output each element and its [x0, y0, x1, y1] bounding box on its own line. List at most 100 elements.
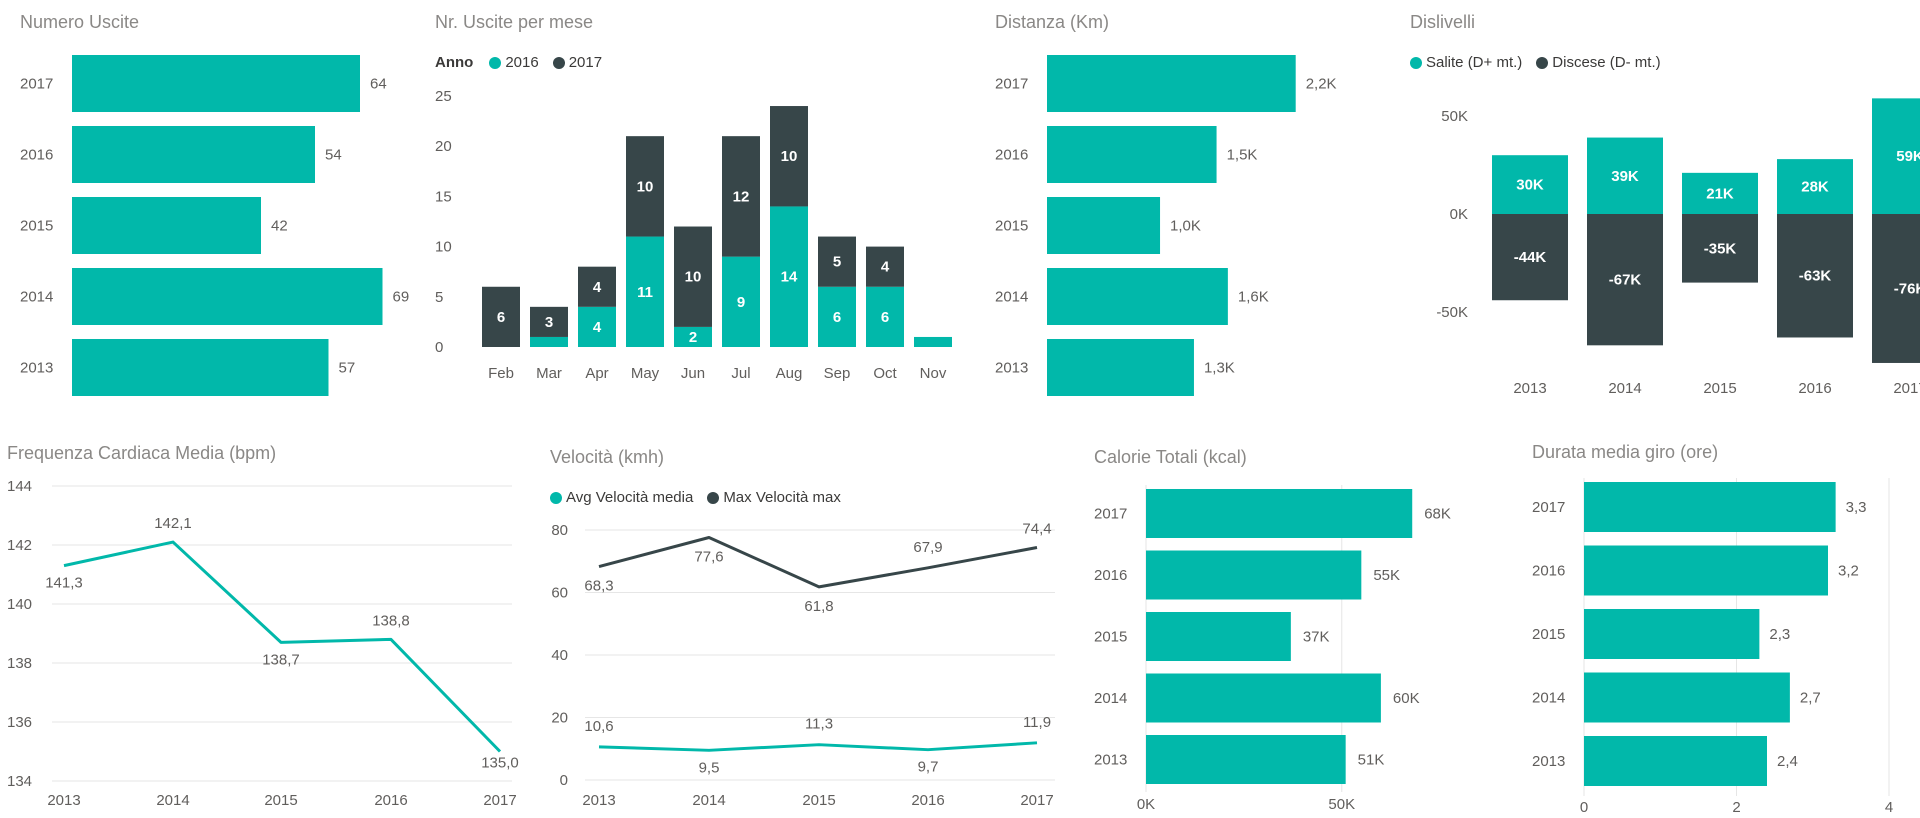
category-label: 2017	[1532, 499, 1565, 516]
data-label: 42	[271, 218, 288, 235]
legend-item-discese[interactable]: Discese (D- mt.)	[1536, 54, 1661, 71]
bar-value-label: -35K	[1704, 240, 1737, 257]
durata-chart: 0 2 4 2017 3,3 2016 3,2 2015 2,3 2014 2,7 2013 2,4	[1532, 478, 1893, 816]
category-label: 2014	[1094, 690, 1127, 707]
legend-item-max-velocita[interactable]: Max Velocità max	[707, 489, 841, 506]
bar	[1584, 672, 1790, 723]
frequenza-chart: 134 136 138 140 142 144 141,3 2013 142,1 2014 138,…	[7, 478, 519, 809]
data-label: 68K	[1424, 506, 1451, 523]
y-tick-label: 0	[435, 339, 443, 356]
data-label: 57	[339, 360, 356, 377]
data-label: 3,2	[1838, 563, 1859, 580]
dislivelli-chart: 50K 0K -50K 30K -44K 2013 39K -67K 2014 21K -35K 20…	[1436, 98, 1920, 397]
x-tick-label: 2015	[1703, 380, 1736, 397]
bar-segment	[1492, 155, 1568, 214]
data-label: 1,5K	[1227, 147, 1258, 164]
y-tick-label: 138	[7, 655, 32, 672]
x-tick-label: May	[631, 365, 660, 382]
legend-dot-discese	[1536, 56, 1549, 69]
bar-segment	[866, 246, 904, 287]
bar	[1047, 126, 1217, 183]
y-tick-label: 5	[435, 289, 443, 306]
bar	[72, 339, 329, 396]
x-tick-label: Oct	[873, 365, 897, 382]
calorie-chart: 0K 50K 2017 68K 2016 55K 2015 37K 2014 60K 2013 51K	[1094, 485, 1451, 813]
legend-dot-2016	[489, 56, 502, 69]
bar-value-label: 4	[593, 319, 602, 336]
category-label: 2016	[20, 147, 53, 164]
x-tick-label: Apr	[585, 365, 608, 382]
bar	[1146, 612, 1291, 661]
x-tick-label: Mar	[536, 365, 562, 382]
legend-item-salite[interactable]: Salite (D+ mt.)	[1410, 54, 1522, 71]
x-tick-label: 50K	[1328, 796, 1355, 813]
data-label: 2,7	[1800, 690, 1821, 707]
bar	[1584, 609, 1760, 659]
bar-segment	[914, 336, 952, 347]
x-tick-label: 0	[1580, 799, 1588, 816]
x-tick-label: 2014	[156, 792, 189, 809]
distanza-title: Distanza (Km)	[995, 12, 1110, 32]
y-tick-label: 80	[551, 522, 568, 539]
bar-segment	[722, 256, 760, 347]
bar	[72, 197, 261, 254]
bar-segment	[530, 336, 568, 347]
category-label: 2013	[1532, 753, 1565, 770]
bar-segment	[578, 306, 616, 347]
distanza-panel: Distanza (Km) 2017 2,2K 2016 1,5K 2015 1,0K 20…	[995, 12, 1355, 402]
bar-segment	[1872, 214, 1920, 363]
frequenza-panel: Frequenza Cardiaca Media (bpm) 134 136 138…	[7, 443, 519, 818]
y-tick-label: 10	[435, 239, 452, 256]
uscite-mese-title: Nr. Uscite per mese	[435, 12, 594, 32]
bar-value-label: 6	[833, 309, 841, 326]
y-tick-label: 0	[560, 772, 568, 789]
y-tick-label: 15	[435, 188, 452, 205]
bar-segment	[578, 266, 616, 307]
x-tick-label: 2017	[483, 792, 516, 809]
calorie-title: Calorie Totali (kcal)	[1094, 447, 1247, 467]
data-label: 1,0K	[1170, 218, 1201, 235]
y-tick-label: 144	[7, 478, 32, 495]
x-tick-label: 4	[1885, 799, 1893, 816]
numero-uscite-panel: Numero Uscite 2017 64 2016 54 2015 42 2014 69 20…	[20, 12, 420, 402]
y-tick-label: -50K	[1436, 304, 1468, 321]
data-label: 11,9	[1023, 714, 1051, 731]
category-label: 2015	[1532, 626, 1565, 643]
bar-value-label: 21K	[1706, 185, 1734, 202]
bar-segment	[530, 306, 568, 337]
bar-value-label: 10	[781, 148, 798, 165]
bar	[1047, 268, 1228, 325]
bar-value-label: 9	[737, 294, 745, 311]
y-tick-label: 136	[7, 714, 32, 731]
bar-value-label: 6	[881, 309, 889, 326]
numero-uscite-title: Numero Uscite	[20, 12, 140, 32]
legend-label-salite: Salite (D+ mt.)	[1426, 54, 1523, 71]
legend-item-2017[interactable]: 2017	[552, 54, 603, 71]
category-label: 2013	[1094, 752, 1127, 769]
data-label: 69	[393, 289, 410, 306]
data-label: 135,0	[481, 755, 519, 772]
legend-dot-max	[707, 491, 720, 504]
category-label: 2015	[1094, 629, 1127, 646]
legend-dot-2017	[552, 56, 565, 69]
bar-segment	[674, 226, 712, 327]
category-label: 2015	[20, 218, 53, 235]
data-label: 9,5	[699, 759, 720, 776]
bar-segment	[1682, 214, 1758, 283]
legend-item-avg-velocita[interactable]: Avg Velocità media	[550, 489, 693, 506]
data-label: 3,3	[1846, 499, 1867, 516]
velocita-legend: Avg Velocità media Max Velocità max	[550, 489, 855, 506]
bar-value-label: 4	[881, 259, 890, 276]
data-label: 1,6K	[1238, 289, 1269, 306]
bar-value-label: 10	[685, 269, 702, 286]
bar-value-label: 39K	[1611, 168, 1639, 185]
y-tick-label: 25	[435, 88, 452, 105]
category-label: 2013	[995, 360, 1028, 377]
calorie-panel: Calorie Totali (kcal) 0K 50K 2017 68K 2016 55…	[1094, 447, 1494, 818]
legend-item-2016[interactable]: 2016	[489, 54, 539, 71]
y-tick-label: 50K	[1441, 108, 1468, 125]
bar-segment	[1872, 98, 1920, 214]
frequenza-title: Frequenza Cardiaca Media (bpm)	[7, 443, 277, 463]
bar-value-label: 10	[637, 178, 654, 195]
legend-label-2017: 2017	[568, 54, 603, 71]
